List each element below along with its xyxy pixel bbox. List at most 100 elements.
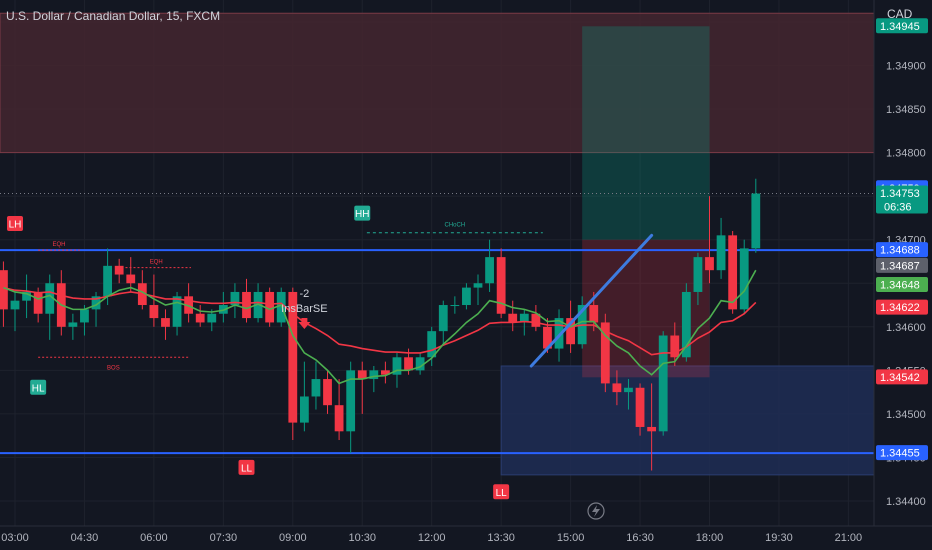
y-tick-label: 1.34600 (886, 322, 926, 334)
candle-body (114, 265, 124, 275)
supply-demand-zone (0, 12, 875, 154)
candle-body (265, 291, 275, 323)
candle-body (427, 331, 437, 358)
candle-body (751, 193, 761, 249)
price-label-bg (876, 185, 928, 214)
candle-body (438, 305, 448, 332)
price-label: 1.34945 (876, 18, 928, 34)
candle-body (681, 291, 691, 358)
candle-body (91, 296, 101, 310)
candle-body (22, 291, 31, 301)
candle-body (299, 396, 309, 423)
candle-body (242, 291, 251, 319)
price-label-bg (876, 445, 928, 461)
swing-label-text: LL (241, 463, 253, 474)
candle-body (103, 265, 112, 297)
price-label-bg (876, 257, 928, 273)
swing-label-hh: HH (354, 205, 371, 221)
swing-label-text: LH (9, 220, 22, 231)
swing-label-badge (493, 484, 510, 500)
x-tick-label: 04:30 (71, 532, 99, 544)
candle-body (473, 283, 483, 288)
swing-label-text: LL (496, 488, 508, 499)
lightning-icon-ring (587, 502, 605, 520)
candle-body (311, 379, 321, 397)
candle-body (369, 370, 379, 380)
x-tick-label: 10:30 (348, 532, 376, 544)
swing-label-badge (7, 216, 23, 232)
candle-body (357, 370, 367, 380)
position-target-zone (582, 26, 710, 240)
price-axis-panel (874, 0, 932, 550)
candle-body (624, 387, 633, 393)
signal-count: -2 (299, 288, 309, 300)
price-label: 1.34542 (876, 369, 928, 385)
candle-body (404, 357, 413, 371)
candle-body (658, 335, 668, 432)
candle-body (161, 318, 170, 327)
candle-body (600, 322, 610, 384)
candle-body (195, 313, 205, 323)
candle-body (589, 305, 599, 323)
signal-name: InsBarSE (281, 303, 327, 315)
candle-body (496, 257, 506, 314)
x-tick-label: 06:00 (140, 532, 168, 544)
candle-body (68, 322, 78, 327)
x-tick-label: 16:30 (626, 532, 654, 544)
signal-arrow-icon (298, 318, 311, 329)
price-label-text: 1.34753 (880, 188, 920, 200)
candle-body (670, 335, 680, 358)
x-tick-label: 15:00 (557, 532, 585, 544)
y-tick-label: 1.34400 (886, 496, 926, 508)
candle-body (739, 248, 749, 310)
candle-body (705, 257, 714, 271)
y-tick-label: 1.34900 (886, 61, 926, 73)
y-tick-label: 1.34850 (886, 104, 926, 116)
candle-body (230, 291, 240, 306)
ema-slow-line (3, 286, 757, 356)
price-label-text: 1.34542 (880, 372, 920, 384)
candle-body (334, 405, 344, 432)
candle-body (531, 313, 541, 327)
candle-body (80, 309, 89, 323)
candle-body (716, 235, 726, 271)
price-label: 1.34455 (876, 445, 928, 461)
chart-title: U.S. Dollar / Canadian Dollar, 15, FXCM (6, 9, 221, 23)
price-label: 1.34622 (876, 299, 928, 315)
lightning-icon-bolt (592, 505, 600, 517)
x-tick-label: 07:30 (210, 532, 238, 544)
x-tick-label: 19:30 (765, 532, 793, 544)
candle-body (346, 370, 356, 432)
candle-body (288, 291, 298, 423)
price-label-bg (876, 242, 928, 258)
price-label-text: 1.34687 (880, 260, 920, 272)
price-label: 1.34688 (876, 242, 928, 258)
candles (0, 178, 761, 471)
price-label: 1.34753 06:36 (876, 185, 928, 214)
candle-body (0, 270, 8, 310)
candle-body (33, 291, 43, 314)
candle-body (508, 313, 518, 323)
eqh-label: EQH (52, 242, 65, 248)
candle-body (519, 313, 529, 323)
price-label-bg (876, 299, 928, 315)
swing-label-ll: LL (493, 484, 510, 500)
candle-body (554, 318, 564, 349)
price-label: 1.34687 (876, 257, 928, 273)
candle-body (126, 274, 136, 284)
swing-label-badge (30, 379, 47, 395)
candle-body (392, 357, 402, 375)
lightning-icon (587, 502, 605, 520)
x-tick-label: 03:00 (1, 532, 29, 544)
x-tick-label: 21:00 (835, 532, 863, 544)
supply-demand-zone (500, 365, 875, 476)
price-label-text: 1.34622 (880, 302, 920, 314)
eqh-label: EQH (150, 260, 163, 266)
candle-body (728, 235, 738, 310)
candle-body (612, 383, 622, 393)
price-label-bg (876, 276, 928, 292)
x-tick-label: 18:00 (696, 532, 724, 544)
x-tick-label: 13:30 (487, 532, 515, 544)
candle-body (693, 257, 703, 292)
